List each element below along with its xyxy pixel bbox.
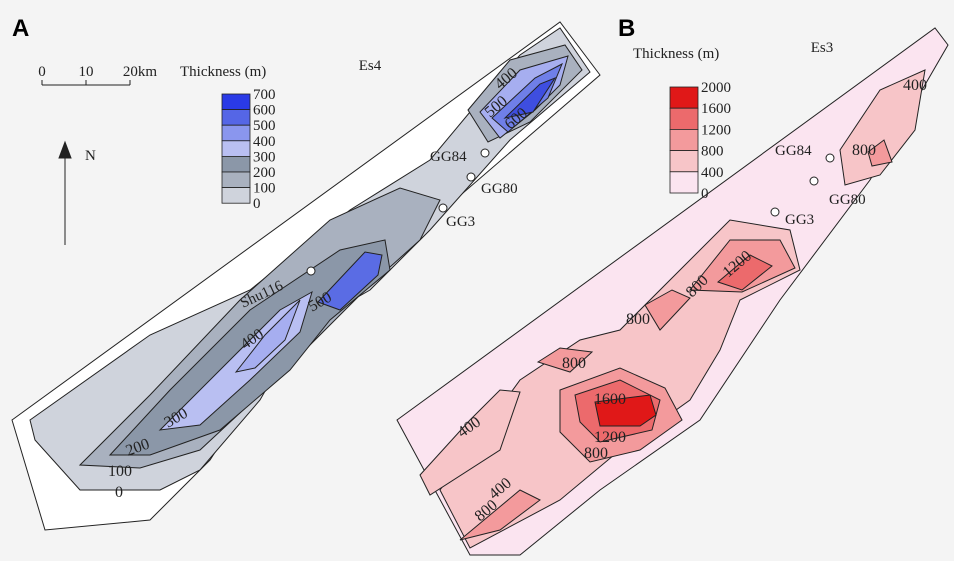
contour-label: 400 <box>903 77 927 94</box>
legend-swatch <box>669 128 699 151</box>
legend-label: 200 <box>253 165 276 181</box>
legend-label: 700 <box>253 87 276 103</box>
legend-label: 1600 <box>701 101 731 117</box>
contour-label: 0 <box>115 484 123 501</box>
well-label: GG3 <box>785 212 814 228</box>
well-label: GG80 <box>481 181 518 197</box>
panel-letter: A <box>12 15 29 42</box>
legend-swatch <box>221 93 251 111</box>
scale-label: 10 <box>79 64 94 80</box>
panel-letter: B <box>618 15 635 42</box>
contour-label: 1600 <box>594 391 626 408</box>
contour-label: 800 <box>584 445 608 462</box>
legend-label: 500 <box>253 118 276 134</box>
legend-label: 2000 <box>701 80 731 96</box>
legend-label: 100 <box>253 181 276 197</box>
panel-title: Es4 <box>359 58 382 74</box>
panel-b-map <box>396 27 949 556</box>
legend-title: Thickness (m) <box>180 64 266 80</box>
panel-a-map <box>11 21 601 531</box>
legend-label: 400 <box>253 134 276 150</box>
contour-label: 800 <box>562 355 586 372</box>
north-label: N <box>85 148 96 164</box>
contour-label: 800 <box>626 311 650 328</box>
legend-swatch <box>669 150 699 173</box>
scale-label: 20km <box>123 64 158 80</box>
legend-label: 400 <box>701 165 724 181</box>
legend-label: 0 <box>701 186 709 202</box>
legend-swatch <box>221 109 251 126</box>
contour-label: 800 <box>852 142 876 159</box>
legend-swatch <box>669 86 699 109</box>
panel-title: Es3 <box>811 40 834 56</box>
legend-swatch <box>221 171 251 189</box>
legend-label: 1200 <box>701 122 731 138</box>
legend-swatch <box>221 155 251 173</box>
well-label: GG3 <box>446 214 475 230</box>
legend-swatch <box>669 171 699 194</box>
legend-swatch <box>669 107 699 130</box>
legend-title: Thickness (m) <box>633 46 719 62</box>
well-label: GG80 <box>829 192 866 208</box>
legend-label: 300 <box>253 149 276 165</box>
well-label: GG84 <box>430 149 467 165</box>
legend: 2000 1600 1200 800 400 0 <box>669 80 731 202</box>
contour-label: 1200 <box>594 429 626 446</box>
legend-swatch <box>221 124 251 142</box>
contour-label: 100 <box>108 463 132 480</box>
well-label: GG84 <box>775 143 812 159</box>
legend-swatch <box>221 140 251 157</box>
legend-label: 800 <box>701 144 724 160</box>
legend-swatch <box>221 187 251 204</box>
scale-label: 0 <box>38 64 46 80</box>
legend-label: 600 <box>253 103 276 119</box>
legend-label: 0 <box>253 196 261 212</box>
